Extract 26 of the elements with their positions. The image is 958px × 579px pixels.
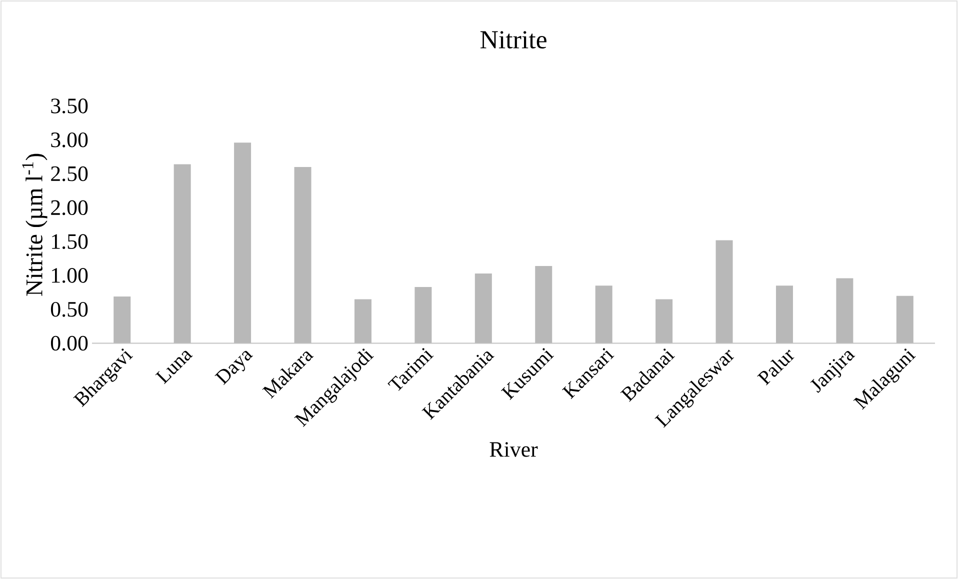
bar — [354, 299, 372, 344]
x-axis-title: River — [490, 442, 538, 457]
bar — [896, 296, 914, 344]
chart-title: Nitrite — [480, 31, 546, 48]
y-tick-label: 3.50 — [51, 98, 88, 114]
bar — [836, 278, 854, 344]
y-axis-title: Nitrite (µm l$^{-1}$) — [22, 154, 48, 296]
y-tick-label: 0.00 — [50, 336, 88, 351]
bar — [595, 286, 612, 344]
bar — [656, 299, 673, 344]
bar — [716, 240, 733, 344]
bar — [294, 167, 312, 344]
bar — [776, 286, 793, 344]
bar — [535, 266, 552, 344]
y-tick-label: 1.50 — [52, 234, 88, 250]
y-tick-label: 2.50 — [51, 166, 88, 182]
x-tick-label: Luna — [155, 350, 193, 384]
bar — [414, 287, 432, 344]
bar — [474, 273, 492, 344]
bar — [174, 164, 191, 344]
y-tick-label: 2.00 — [51, 200, 88, 216]
bar — [234, 142, 252, 344]
y-tick-label: 3.00 — [51, 132, 88, 148]
bar — [114, 296, 131, 344]
y-tick-label: 1.00 — [52, 268, 88, 283]
y-tick-label: 0.50 — [50, 302, 88, 317]
